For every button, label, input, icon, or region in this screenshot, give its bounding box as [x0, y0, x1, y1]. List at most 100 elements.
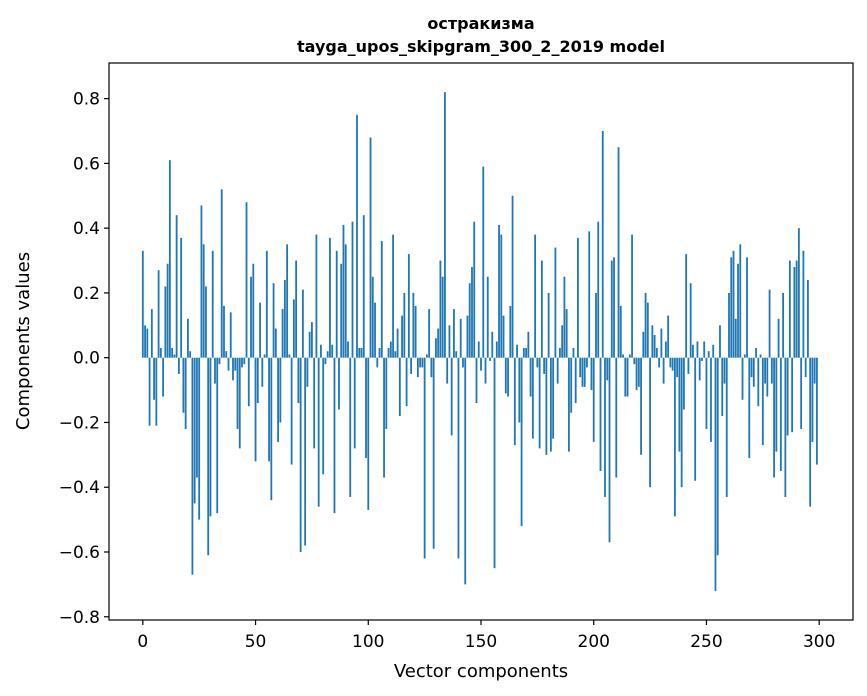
bar: [301, 289, 304, 358]
bar: [211, 250, 214, 358]
bar: [403, 292, 406, 358]
bar: [480, 357, 482, 371]
bar: [432, 357, 435, 549]
bar: [374, 302, 376, 358]
bar: [529, 357, 532, 397]
bar: [680, 357, 683, 488]
bar: [306, 357, 309, 387]
bar: [265, 250, 268, 358]
bar: [509, 305, 512, 358]
bar: [232, 357, 234, 381]
bar: [637, 357, 640, 387]
bar: [362, 215, 365, 358]
bar: [173, 354, 176, 358]
bar: [712, 344, 715, 358]
bar: [274, 328, 277, 358]
bar: [761, 357, 764, 446]
bar: [473, 221, 476, 358]
bar: [299, 357, 302, 552]
y-tick-label: −0.2: [59, 413, 100, 433]
bar: [196, 357, 198, 478]
bar: [166, 263, 169, 358]
y-tick-label: −0.8: [59, 608, 100, 628]
bar: [604, 357, 606, 497]
bar: [256, 357, 259, 404]
bar: [320, 344, 322, 358]
bar: [313, 357, 316, 449]
bar: [223, 305, 225, 358]
bar: [764, 357, 766, 384]
x-tick-label: 250: [690, 632, 722, 652]
bar: [272, 283, 275, 358]
bar: [202, 244, 205, 358]
bar: [326, 351, 329, 358]
bar: [220, 189, 223, 358]
bar: [559, 347, 561, 358]
bar: [622, 354, 624, 358]
bar: [270, 357, 273, 501]
bar: [311, 322, 313, 358]
bar: [581, 357, 584, 387]
y-tick-label: 0.8: [73, 90, 100, 110]
bar: [673, 357, 676, 517]
x-tick-label: 150: [465, 632, 497, 652]
bar: [779, 357, 782, 472]
bar: [554, 247, 557, 358]
bar: [444, 92, 446, 358]
bar: [689, 283, 692, 358]
bar: [407, 254, 410, 358]
bar: [365, 357, 367, 459]
bar: [518, 357, 521, 423]
bar: [743, 354, 746, 358]
bar: [599, 357, 602, 472]
x-tick-label: 100: [352, 632, 384, 652]
bar: [387, 347, 390, 358]
bar: [423, 357, 426, 559]
bar: [263, 354, 266, 358]
bar: [660, 328, 663, 358]
bar: [439, 260, 442, 358]
x-tick-label: 50: [245, 632, 267, 652]
bar: [692, 344, 694, 358]
bar: [308, 331, 311, 358]
bar: [646, 302, 649, 358]
bar: [791, 357, 794, 433]
bar: [513, 357, 516, 446]
bar: [446, 357, 449, 384]
bar: [710, 357, 712, 442]
x-tick-label: 300: [803, 632, 835, 652]
bar: [671, 357, 674, 371]
bar: [797, 228, 800, 358]
bar: [495, 341, 498, 358]
bar: [141, 250, 144, 358]
bar: [198, 357, 201, 520]
y-tick-label: 0.0: [73, 349, 100, 369]
bar: [462, 357, 464, 368]
y-tick-label: 0.6: [73, 154, 100, 174]
bar: [725, 357, 728, 497]
bar: [678, 357, 681, 452]
bar: [416, 357, 419, 378]
bar: [703, 341, 706, 358]
bar: [755, 347, 757, 358]
bar: [234, 357, 237, 371]
bar: [768, 289, 771, 358]
bar: [811, 357, 814, 442]
bar: [292, 299, 295, 358]
bar: [144, 325, 146, 358]
bar: [342, 224, 345, 358]
bar: [664, 341, 667, 358]
bar: [568, 357, 570, 452]
bar: [649, 357, 651, 488]
bar: [189, 351, 192, 358]
bar: [694, 357, 697, 481]
bar: [635, 357, 638, 391]
bar: [540, 260, 543, 358]
bar: [701, 357, 703, 361]
bar: [766, 357, 769, 397]
bar: [527, 331, 530, 358]
bar: [809, 357, 812, 507]
bar: [498, 224, 500, 358]
bar: [685, 254, 688, 358]
